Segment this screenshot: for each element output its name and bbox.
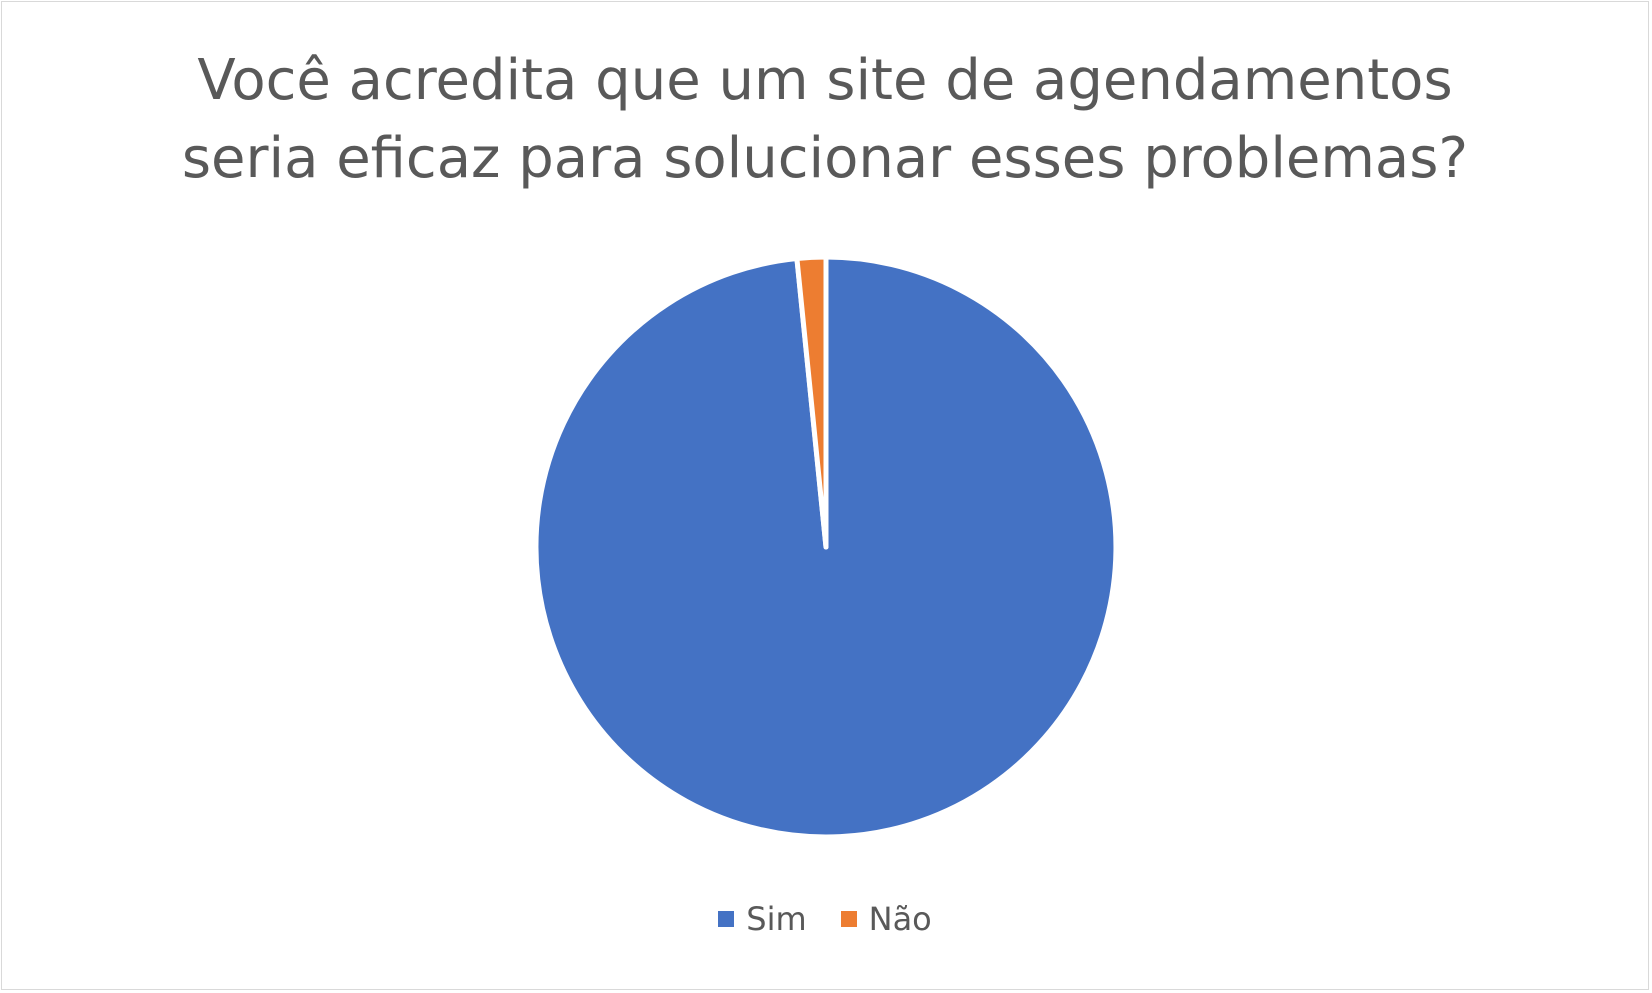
- legend-item-sim: Sim: [718, 900, 807, 938]
- chart-title-line-1: Você acredita que um site de agendamento…: [197, 48, 1453, 113]
- pie-slice-nao: [794, 254, 829, 550]
- chart-title: Você acredita que um site de agendamento…: [2, 42, 1648, 198]
- chart-title-line-2: seria eficaz para solucionar esses probl…: [181, 126, 1469, 191]
- legend-item-nao: Não: [840, 900, 932, 938]
- legend-label-nao: Não: [868, 900, 932, 938]
- legend: Sim Não: [2, 900, 1648, 938]
- legend-label-sim: Sim: [746, 900, 807, 938]
- legend-swatch-nao: [840, 911, 857, 927]
- legend-swatch-sim: [718, 911, 735, 927]
